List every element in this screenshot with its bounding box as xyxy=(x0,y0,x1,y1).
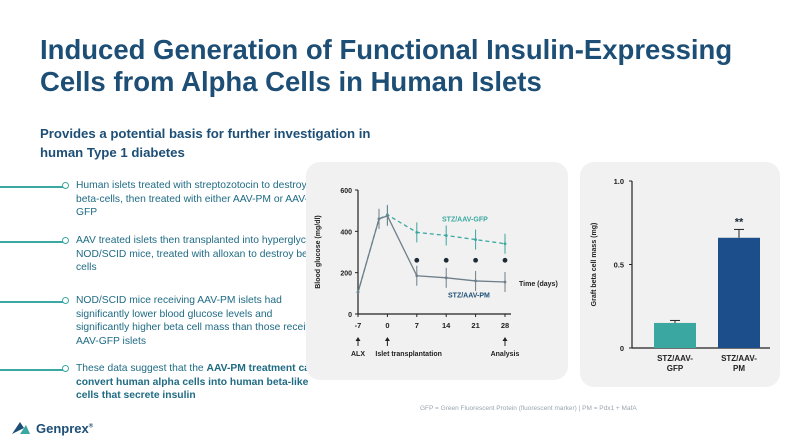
data-point xyxy=(474,279,477,283)
data-point xyxy=(444,276,448,280)
series-line-pm xyxy=(357,215,506,293)
connector-line xyxy=(0,241,64,243)
genprex-logo[interactable]: Genprex® xyxy=(10,420,93,436)
y-tick-label: 1.0 xyxy=(614,177,624,186)
subtitle-line-1: Provides a potential basis for further i… xyxy=(40,126,371,141)
annotation-label: Islet transplantation xyxy=(375,351,442,358)
significance-marker xyxy=(473,257,478,263)
data-point xyxy=(444,234,448,237)
y-tick-label: 600 xyxy=(340,188,352,195)
x-tick-label: 0 xyxy=(385,321,389,330)
data-point xyxy=(503,242,507,246)
beta-cell-mass-chart: 0 0.5 1.0 Graft beta cell mass (mg) STZ/AAV-… xyxy=(591,177,770,373)
category-label: PM xyxy=(733,364,745,373)
y-tick-label: 400 xyxy=(340,229,352,236)
category-label: GFP xyxy=(667,364,684,373)
bullet-text: These data suggest that the AAV-PM treat… xyxy=(76,362,328,403)
data-point xyxy=(474,238,477,241)
footnote: GFP = Green Fluorescent Protein (fluores… xyxy=(420,405,637,412)
bar-gfp xyxy=(654,322,696,348)
data-point xyxy=(503,280,507,284)
data-point xyxy=(377,217,381,221)
series-label-pm: STZ/AAV-PM xyxy=(448,292,490,299)
bullet-text: Human islets treated with streptozotocin… xyxy=(76,180,308,219)
logo-text: Genprex® xyxy=(36,421,93,436)
subtitle-line-2: human Type 1 diabetes xyxy=(40,145,185,160)
line-chart-panel: 0 200 400 600 -7 0 7 14 21 28 Time (days) Blood glu… xyxy=(306,162,568,380)
x-tick-label: 28 xyxy=(501,321,509,330)
connector-line xyxy=(0,369,64,371)
annotation-arrowhead-icon xyxy=(384,337,390,341)
significance-marker xyxy=(502,257,508,263)
bar-pm xyxy=(718,237,760,348)
x-tick-label: -7 xyxy=(355,321,362,330)
category-label: STZ/AAV- xyxy=(657,354,693,363)
bullet-text-plain: These data suggest that the xyxy=(76,363,207,374)
bullet-text: AAV treated islets then transplanted int… xyxy=(76,235,328,274)
slide-title: Induced Generation of Functional Insulin… xyxy=(40,34,780,98)
data-point xyxy=(415,274,419,278)
significance-marker xyxy=(414,257,420,263)
data-point xyxy=(386,214,389,218)
significance-marker xyxy=(443,257,449,263)
bullet-text: NOD/SCID mice receiving AAV-PM islets ha… xyxy=(76,295,325,347)
connector-line xyxy=(0,301,64,303)
significance-label: ** xyxy=(735,216,744,228)
slide-subtitle: Provides a potential basis for further i… xyxy=(40,124,440,162)
genprex-logo-icon xyxy=(12,422,30,434)
annotation-arrowhead-icon xyxy=(355,337,361,341)
y-tick-label: 0 xyxy=(620,344,624,353)
data-point xyxy=(356,290,360,294)
bullet-dot-icon xyxy=(62,236,69,244)
connector-line xyxy=(0,186,64,188)
y-tick-label: 0.5 xyxy=(614,261,624,270)
y-axis-label: Blood glucose (mg/dl) xyxy=(315,215,322,289)
title-line-2: Cells from Alpha Cells in Human Islets xyxy=(40,66,542,97)
y-tick-label: 0 xyxy=(348,312,352,319)
title-line-1: Induced Generation of Functional Insulin… xyxy=(40,34,733,65)
bar-chart-panel: 0 0.5 1.0 Graft beta cell mass (mg) STZ/AAV-… xyxy=(580,162,780,387)
bullet-dot-icon xyxy=(62,364,69,372)
x-tick-label: 21 xyxy=(471,321,479,330)
logo-name: Genprex xyxy=(36,420,89,436)
annotation-arrowhead-icon xyxy=(502,337,508,341)
bullet-text-bold: AAV-PM treatment can convert human alpha… xyxy=(76,363,317,402)
data-point xyxy=(415,230,419,234)
y-tick-label: 200 xyxy=(340,271,352,278)
annotation-label: ALX xyxy=(351,351,365,358)
annotation-label: Analysis xyxy=(491,351,520,358)
bullet-dot-icon xyxy=(62,296,69,304)
bullet-dot-icon xyxy=(62,181,69,189)
x-tick-label: 7 xyxy=(415,321,419,330)
y-axis-label: Graft beta cell mass (mg) xyxy=(591,223,598,307)
category-label: STZ/AAV- xyxy=(721,354,757,363)
x-axis-label: Time (days) xyxy=(519,281,558,288)
series-label-gfp: STZ/AAV-GFP xyxy=(442,216,488,223)
x-tick-label: 14 xyxy=(442,321,451,330)
logo-registered-mark: ® xyxy=(88,423,94,430)
